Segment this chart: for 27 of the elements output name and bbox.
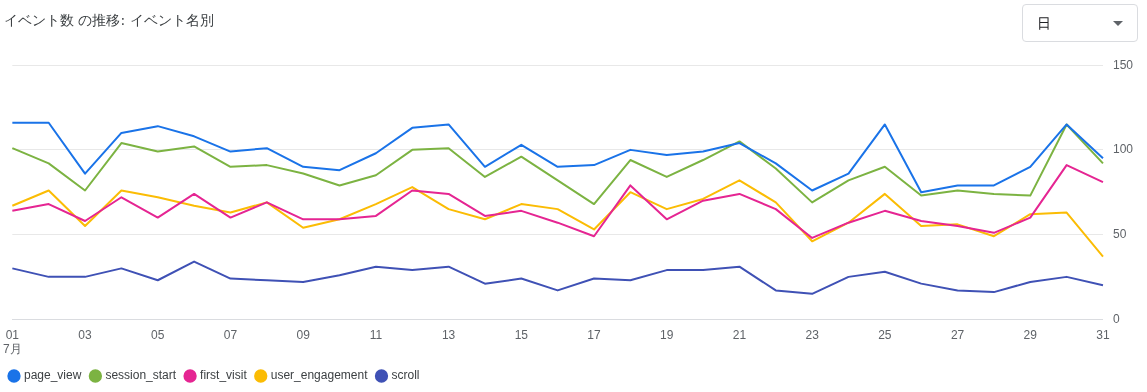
x-tick-label: 15 <box>514 327 529 342</box>
x-tick-label: 03 <box>78 327 93 342</box>
dropdown: 日 <box>1022 4 1138 42</box>
y-tick-label: 0 <box>1112 311 1120 326</box>
legend-label: user_engagement <box>270 368 369 383</box>
x-tick-label: 05 <box>151 327 165 342</box>
x-tick-label: 07 <box>223 327 238 342</box>
x-tick-label: 25 <box>878 327 892 342</box>
x-tick-label: 17 <box>587 327 602 342</box>
x-tick-label: 29 <box>1023 327 1038 342</box>
x-tick-label: 23 <box>805 327 820 342</box>
legend-label: page_view <box>24 368 82 383</box>
x-tick-label: 13 <box>441 327 456 342</box>
x-tick-label: 31 <box>1096 327 1110 342</box>
legend-label: first_visit <box>200 368 248 383</box>
y-tick-label: 150 <box>1112 57 1134 72</box>
x-tick-label: 27 <box>950 327 965 342</box>
chart-title: イベント数 の推移: イベント名別 <box>4 12 214 30</box>
x-tick-label: 21 <box>732 327 747 342</box>
x-tick-label: 01 7月 <box>2 327 22 357</box>
x-tick-label: 09 <box>296 327 311 342</box>
y-tick-label: 100 <box>1112 142 1134 157</box>
x-tick-label: 19 <box>660 327 674 342</box>
legend-label: session_start <box>105 368 177 383</box>
y-tick-label: 50 <box>1112 226 1127 241</box>
x-tick-label: 11 <box>369 327 383 342</box>
legend-label: scroll <box>391 368 420 383</box>
